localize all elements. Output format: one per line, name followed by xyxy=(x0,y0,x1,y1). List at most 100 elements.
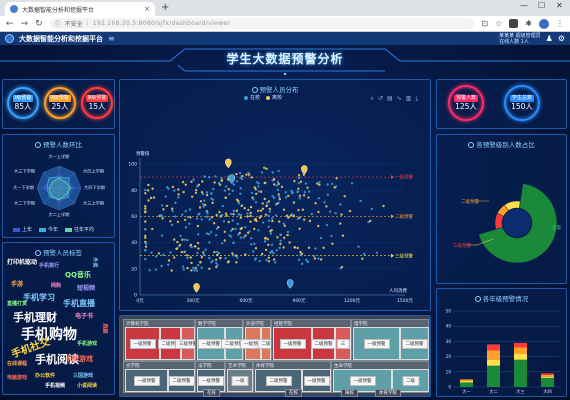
scatter-point xyxy=(193,269,196,272)
treemap-cell[interactable]: 二级预警 xyxy=(400,327,429,360)
treemap-group[interactable]: 经管学院 一级预警 二级预警三 xyxy=(271,319,351,361)
back-arrow-icon[interactable]: ← xyxy=(6,18,14,29)
treemap-cell[interactable]: 二级 xyxy=(257,327,275,360)
scatter-point xyxy=(190,261,193,265)
scatter-point xyxy=(299,250,302,254)
scatter-point xyxy=(289,214,293,217)
new-tab-button[interactable]: + xyxy=(161,2,170,13)
browser-tab[interactable]: 大数据智能分析和挖掘平台 × xyxy=(5,2,155,16)
zoom-icon[interactable]: ⌕ xyxy=(370,95,374,102)
menu-toggle-icon[interactable]: ≡ xyxy=(108,34,115,43)
treemap-cell-label: 二级预警 xyxy=(168,375,195,386)
forward-arrow-icon[interactable]: → xyxy=(20,18,29,29)
reload-icon[interactable]: ↻ xyxy=(35,18,43,29)
restore-icon[interactable]: ↺ xyxy=(377,95,383,102)
translate-icon[interactable]: ⊡ xyxy=(481,19,489,28)
scatter-point xyxy=(272,178,276,181)
treemap-group[interactable]: 数学学院 一级预警 二级预警 xyxy=(195,319,247,361)
scatter-point xyxy=(288,241,291,244)
treemap-cell[interactable]: 一级预警 xyxy=(197,327,225,360)
scatter-point xyxy=(160,204,164,207)
scatter-point xyxy=(196,264,200,267)
treemap-cell[interactable]: 一级 xyxy=(227,369,253,392)
info-icon[interactable]: ⓘ xyxy=(54,21,61,28)
data-view-icon[interactable]: ▤ xyxy=(386,95,393,102)
treemap-cell[interactable]: 一级预警 xyxy=(240,327,266,360)
scatter-point xyxy=(181,213,184,216)
browser-menu-icon[interactable]: ⋮ xyxy=(556,19,564,28)
treemap-group[interactable]: 理学院 一级预警 二级预警 xyxy=(351,319,429,361)
scatter-point xyxy=(210,261,213,264)
bar-y-tick-label: 0 xyxy=(448,385,451,390)
scatter-point xyxy=(160,234,164,237)
scatter-point xyxy=(267,243,270,247)
scatter-point xyxy=(267,256,270,259)
scatter-point xyxy=(237,200,240,203)
scatter-point xyxy=(297,174,301,177)
treemap-cell[interactable]: 三级预警 xyxy=(175,327,201,360)
treemap-cell[interactable]: 一级预警 xyxy=(353,327,400,360)
scatter-point xyxy=(167,259,171,262)
scatter-point xyxy=(307,246,311,249)
tab-close-icon[interactable]: × xyxy=(144,5,150,13)
scatter-point xyxy=(186,238,189,242)
window-close-button[interactable]: ✕ xyxy=(556,1,563,10)
scatter-point xyxy=(239,213,243,217)
treemap-cell[interactable]: 一级预警 xyxy=(333,369,392,392)
treemap-breadcrumb[interactable]: 在校 xyxy=(203,389,220,397)
treemap-group[interactable]: 艺术学院 一级 xyxy=(225,361,253,393)
scatter-point xyxy=(213,251,216,254)
scatter-point xyxy=(275,202,279,205)
treemap-group[interactable]: 文学院 一级预警 二级预警 xyxy=(123,361,195,393)
settings-gear-icon[interactable]: ⚙ xyxy=(557,34,565,43)
treemap-cell[interactable]: 一级预警 xyxy=(302,369,331,392)
bar-segment xyxy=(514,353,527,360)
bar-icon[interactable]: ▥ xyxy=(405,95,412,102)
treemap-breadcrumb[interactable]: 体育学院 xyxy=(375,389,401,397)
save-image-icon[interactable]: ⤓ xyxy=(415,95,418,102)
extension-icon[interactable] xyxy=(509,19,519,28)
scatter-point xyxy=(184,226,188,229)
scatter-point xyxy=(192,178,195,181)
treemap-cell[interactable]: 二级预警 xyxy=(221,327,247,360)
treemap-cell[interactable]: 一级预警 xyxy=(125,369,168,392)
treemap-group[interactable]: 法学院 一级预警 xyxy=(195,361,225,393)
treemap-cell[interactable]: 二级预警 xyxy=(255,369,302,392)
scatter-point xyxy=(317,210,320,214)
scatter-point xyxy=(265,204,268,208)
user-info: 某某某 超级管理员 在线人数 1人 xyxy=(499,33,541,45)
treemap-cell[interactable]: 一级预警 xyxy=(273,327,312,360)
window-maximize-button[interactable]: ☐ xyxy=(538,1,546,10)
treemap-cell[interactable]: 二级预警 xyxy=(168,369,195,392)
scatter-point xyxy=(275,214,278,217)
treemap-breadcrumb[interactable]: 在校 xyxy=(285,389,302,397)
treemap-group[interactable]: 体育学院 二级预警 一级预警 xyxy=(253,361,331,393)
treemap-group[interactable]: 生命学院 一级预警 二级 xyxy=(331,361,429,393)
user-icon[interactable]: ♟ xyxy=(545,34,553,43)
treemap-breadcrumb[interactable]: 离校 xyxy=(341,389,358,397)
treemap-cell[interactable]: 三 xyxy=(335,327,351,360)
address-bar[interactable]: ⓘ 不安全 | 192.168.20.5:8080/sjfx/dashboard… xyxy=(49,18,475,29)
scatter-point xyxy=(183,218,187,222)
treemap-group[interactable]: 计算机学院 一级预警 二级预警 三级预警 xyxy=(123,319,201,361)
profile-avatar-icon[interactable] xyxy=(539,18,549,29)
treemap-cell[interactable]: 二级预警 xyxy=(310,327,337,360)
line-icon[interactable]: ∿ xyxy=(396,95,402,102)
puzzle-extensions-icon[interactable]: ✱ xyxy=(525,19,532,28)
bookmark-star-icon[interactable]: ☆ xyxy=(495,19,503,28)
scatter-point xyxy=(359,199,362,203)
treemap-cell[interactable]: 一级预警 xyxy=(125,327,160,360)
scatter-point xyxy=(270,243,274,247)
scatter-point xyxy=(201,192,205,196)
scatter-point xyxy=(257,209,260,212)
radar-axis-label: 大四上学期 xyxy=(83,168,104,175)
scatter-point xyxy=(313,257,317,260)
window-minimize-button[interactable]: — xyxy=(520,1,528,10)
scatter-point xyxy=(348,209,352,213)
scatter-point xyxy=(293,179,296,183)
scatter-point xyxy=(267,260,271,263)
scatter-point xyxy=(179,234,182,238)
treemap-cell[interactable]: 二级 xyxy=(392,369,429,392)
treemap-group[interactable]: 外语学院 一级预警 二级 xyxy=(240,319,275,361)
bar-y-tick-label: 20 xyxy=(446,354,452,359)
